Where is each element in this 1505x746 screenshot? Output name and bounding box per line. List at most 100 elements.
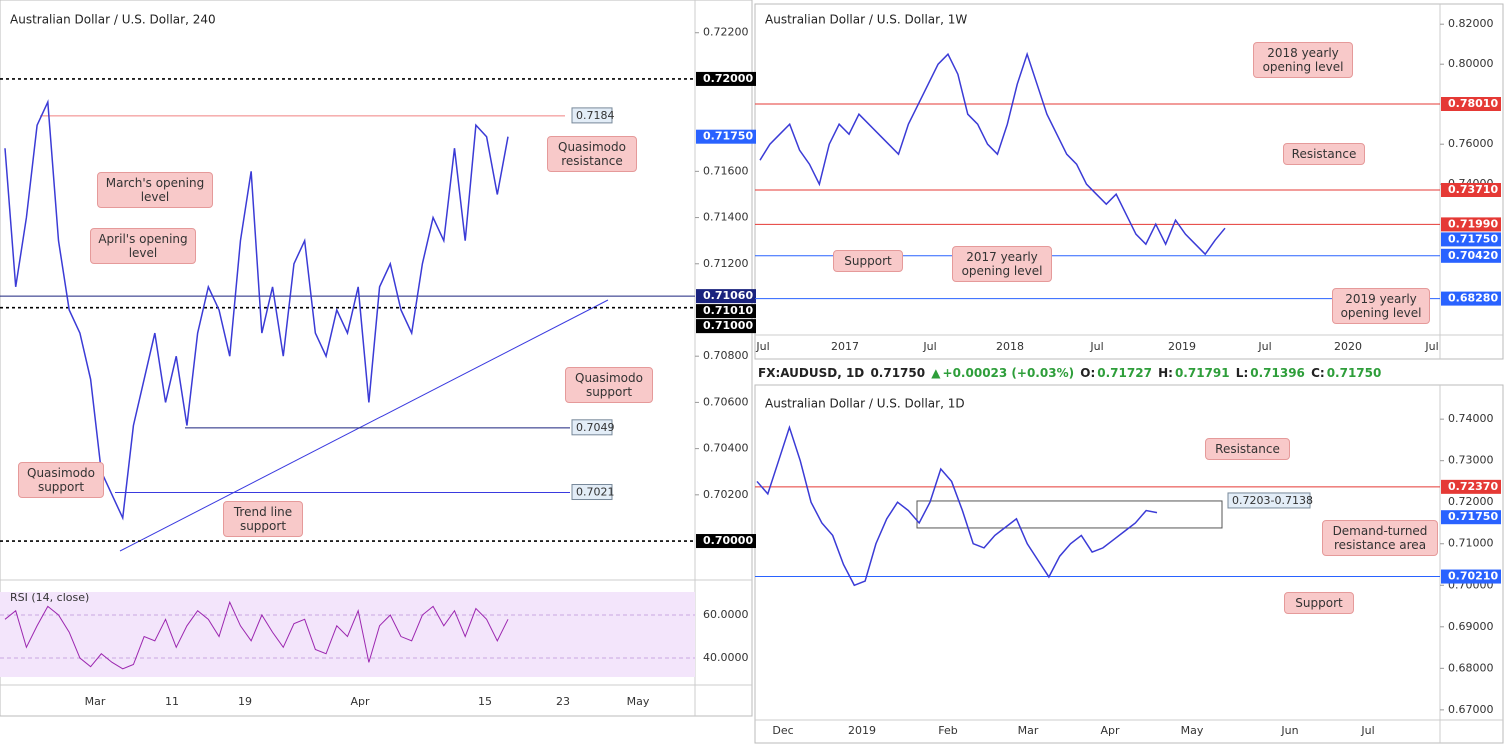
rsi-band: [0, 592, 695, 677]
symbol: FX:AUDUSD, 1D: [758, 366, 865, 380]
panel-frame: [0, 0, 753, 717]
x-tick-label: Feb: [938, 724, 957, 737]
price-badge-label: 0.71000: [703, 319, 753, 332]
callout: April's opening level: [90, 228, 196, 264]
price-badge-label: 0.71750: [1448, 510, 1498, 523]
x-tick-label: Jul: [755, 340, 769, 353]
open: 0.71727: [1097, 366, 1152, 380]
y-tick-label: 0.76000: [1448, 137, 1494, 150]
price-badge: [1441, 217, 1501, 232]
trend-line: [119, 299, 609, 552]
x-tick-label: Jul: [1257, 340, 1271, 353]
price-badge: [696, 289, 756, 304]
x-tick-label: Jul: [1089, 340, 1103, 353]
y-tick-label: 0.82000: [1448, 17, 1494, 30]
y-tick-label: 0.70200: [703, 488, 749, 501]
rsi-line: [4, 600, 509, 670]
arrow: ▲: [931, 366, 941, 380]
callout: Resistance: [1205, 438, 1290, 460]
y-tick-label: 0.70600: [703, 395, 749, 408]
y-tick-label: 0.71200: [703, 257, 749, 270]
panel-title: Australian Dollar / U.S. Dollar, 1D: [765, 397, 965, 411]
callout: 2017 yearly opening level: [952, 246, 1052, 282]
price-badge: [1441, 232, 1501, 247]
x-tick-label: 19: [238, 695, 252, 708]
close: 0.71750: [1326, 366, 1382, 380]
change: +0.00023 (+0.03%): [942, 366, 1075, 380]
x-tick-label: May: [627, 695, 650, 708]
zone: [916, 500, 1223, 529]
o-label: O:: [1080, 366, 1096, 380]
x-tick-label: 2018: [996, 340, 1024, 353]
price-line: [4, 99, 509, 521]
price-badge-label: 0.73710: [1448, 183, 1498, 196]
x-tick-label: 2020: [1334, 340, 1362, 353]
price-badge-label: 0.71750: [1448, 232, 1498, 245]
callout: Resistance: [1283, 143, 1365, 165]
rsi-tick-label: 40.0000: [703, 651, 749, 664]
price-badge-label: 0.71990: [1448, 217, 1498, 230]
price-badge-label: 0.70420: [1448, 249, 1498, 262]
price-line: [759, 51, 1226, 256]
price-badge-label: 0.72000: [1448, 495, 1494, 508]
y-tick-label: 0.70800: [703, 349, 749, 362]
c-label: C:: [1311, 366, 1325, 380]
x-tick-label: 23: [556, 695, 570, 708]
callout: Quasimodo support: [18, 462, 104, 498]
price-badge: [696, 129, 756, 144]
callout: Support: [833, 250, 903, 272]
price-badge-label: 0.72000: [703, 72, 753, 85]
y-tick-label: 0.71400: [703, 211, 749, 224]
last-price: 0.71750: [870, 366, 926, 380]
rsi-tick-label: 60.0000: [703, 608, 749, 621]
y-tick-label: 0.69000: [1448, 620, 1494, 633]
high: 0.71791: [1174, 366, 1230, 380]
low: 0.71396: [1250, 366, 1305, 380]
panel-frame: [754, 384, 1504, 744]
price-badge: [1441, 510, 1501, 525]
price-badge: [1441, 97, 1501, 111]
x-tick-label: 2019: [1168, 340, 1196, 353]
rsi-label: RSI (14, close): [10, 591, 89, 604]
level-box: [571, 484, 613, 501]
price-badge: [1441, 569, 1501, 584]
zone-label: 0.7203-0.7138: [1232, 494, 1313, 507]
callout: 2019 yearly opening level: [1332, 288, 1430, 324]
price-badge: [696, 534, 756, 549]
x-tick-label: Jul: [1424, 340, 1438, 353]
y-tick-label: 0.73000: [1448, 454, 1494, 467]
y-tick-label: 0.72200: [703, 26, 749, 39]
price-badge: [1441, 291, 1501, 306]
price-badge: [1441, 248, 1501, 263]
y-tick-label: 0.74000: [1448, 412, 1494, 425]
level-box-label: 0.7184: [576, 109, 615, 122]
level-box-label: 0.7049: [576, 421, 615, 434]
panel-title: Australian Dollar / U.S. Dollar, 1W: [765, 13, 967, 27]
x-tick-label: Mar: [1018, 724, 1039, 737]
callout: Support: [1284, 592, 1354, 614]
x-tick-label: Dec: [772, 724, 793, 737]
callout: Demand-turned resistance area: [1322, 520, 1438, 556]
callout: Trend line support: [223, 501, 303, 537]
price-badge-label: 0.71010: [703, 304, 753, 317]
x-tick-label: Apr: [1100, 724, 1120, 737]
x-tick-label: 15: [478, 695, 492, 708]
price-badge-label: 0.71750: [703, 130, 753, 143]
panel-title: Australian Dollar / U.S. Dollar, 240: [10, 13, 216, 27]
h-label: H:: [1158, 366, 1173, 380]
x-tick-label: May: [1181, 724, 1204, 737]
x-tick-label: Jun: [1280, 724, 1298, 737]
level-box: [571, 107, 613, 124]
price-badge-label: 0.70000: [703, 534, 753, 547]
price-line: [756, 425, 1158, 587]
price-badge: [1441, 479, 1501, 494]
price-badge-label: 0.70210: [1448, 570, 1498, 583]
y-tick-label: 0.80000: [1448, 57, 1494, 70]
price-badge-label: 0.72370: [1448, 480, 1498, 493]
symbol-header: FX:AUDUSD, 1D 0.71750 ▲ +0.00023 (+0.03%)…: [758, 366, 1383, 380]
price-badge-label: 0.78010: [1448, 97, 1498, 110]
price-badge: [696, 319, 756, 334]
x-tick-label: Jul: [1360, 724, 1374, 737]
y-tick-label: 0.71600: [703, 164, 749, 177]
